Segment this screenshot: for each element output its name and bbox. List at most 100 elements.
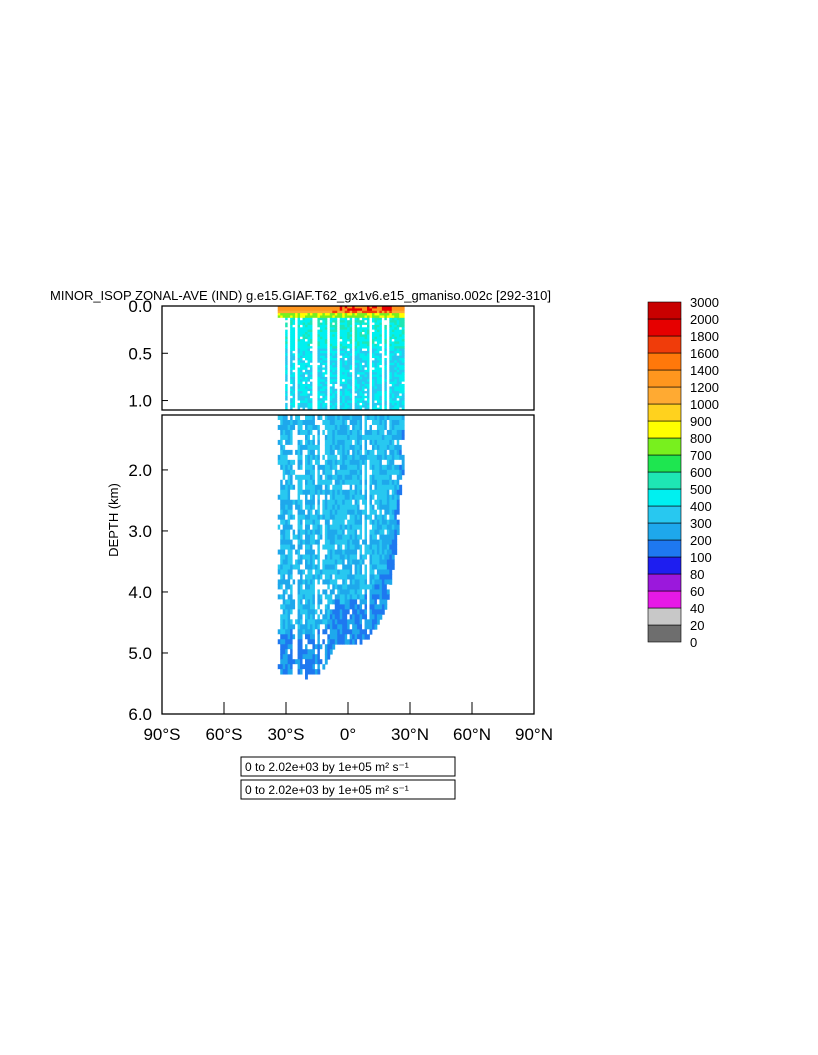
field-cell bbox=[367, 369, 370, 373]
field-cell bbox=[391, 444, 395, 451]
field-cell bbox=[300, 614, 303, 620]
field-cell bbox=[347, 310, 351, 314]
field-cell bbox=[389, 524, 393, 531]
field-cell bbox=[332, 434, 336, 441]
field-cell bbox=[391, 424, 395, 431]
field-cell bbox=[371, 454, 375, 461]
field-cell bbox=[319, 374, 323, 378]
field-cell bbox=[307, 559, 311, 565]
field-cell bbox=[300, 669, 303, 675]
field-cell bbox=[322, 454, 326, 461]
field-cell bbox=[364, 519, 368, 526]
field-cell bbox=[352, 574, 356, 580]
field-cell bbox=[354, 569, 358, 575]
field-cell bbox=[292, 489, 296, 496]
field-cell bbox=[277, 391, 281, 394]
field-cell bbox=[309, 609, 313, 615]
field-cell bbox=[324, 469, 328, 476]
field-cell bbox=[349, 400, 353, 404]
field-cell bbox=[334, 402, 338, 406]
field-cell bbox=[354, 614, 358, 620]
field-cell bbox=[277, 341, 281, 345]
field-cell bbox=[347, 376, 351, 380]
field-cell bbox=[379, 369, 383, 373]
field-cell bbox=[312, 669, 316, 675]
field-cell bbox=[344, 381, 348, 385]
field-cell bbox=[285, 386, 289, 390]
field-cell bbox=[384, 464, 388, 471]
field-cell bbox=[317, 419, 321, 426]
field-cell bbox=[312, 391, 316, 394]
field-cell bbox=[344, 376, 348, 380]
field-cell bbox=[386, 554, 390, 560]
field-cell bbox=[369, 339, 373, 342]
field-cell bbox=[282, 334, 286, 338]
field-cell bbox=[307, 402, 311, 406]
lower-y-axis: 2.03.04.05.06.0 bbox=[128, 461, 168, 724]
field-cell bbox=[292, 594, 296, 600]
field-cell bbox=[322, 360, 326, 364]
field-cell bbox=[362, 439, 365, 446]
field-cell bbox=[334, 559, 338, 565]
field-cell bbox=[376, 334, 380, 338]
field-cell bbox=[357, 614, 360, 620]
field-cell bbox=[334, 504, 338, 511]
field-cell bbox=[337, 534, 341, 540]
field-cell bbox=[389, 499, 393, 506]
field-cell bbox=[339, 534, 343, 540]
field-cell bbox=[339, 415, 343, 421]
field-cell bbox=[337, 419, 341, 426]
field-cell bbox=[369, 350, 373, 354]
field-cell bbox=[364, 509, 368, 516]
field-cell bbox=[364, 514, 368, 521]
field-cell bbox=[396, 407, 400, 410]
field-cell bbox=[317, 524, 321, 531]
field-cell bbox=[297, 489, 301, 496]
field-cell bbox=[342, 474, 346, 481]
field-cell bbox=[399, 474, 403, 481]
field-cell bbox=[376, 329, 380, 333]
field-cell bbox=[347, 332, 351, 335]
field-cell bbox=[349, 376, 353, 380]
field-cell bbox=[339, 424, 343, 431]
field-cell bbox=[342, 634, 346, 640]
field-cell bbox=[337, 353, 341, 357]
field-cell bbox=[389, 381, 393, 385]
field-cell bbox=[357, 584, 360, 590]
field-cell bbox=[297, 402, 301, 406]
field-cell bbox=[297, 504, 301, 511]
field-cell bbox=[327, 317, 331, 321]
field-cell bbox=[374, 398, 378, 401]
field-cell bbox=[292, 494, 296, 501]
field-cell bbox=[339, 469, 343, 476]
field-cell bbox=[322, 654, 326, 660]
field-cell bbox=[305, 367, 308, 371]
field-cell bbox=[339, 484, 343, 491]
field-cell bbox=[352, 329, 356, 333]
field-cell bbox=[317, 484, 321, 491]
field-cell bbox=[352, 407, 356, 410]
field-cell bbox=[337, 320, 341, 323]
field-cell bbox=[381, 415, 385, 421]
field-cell bbox=[309, 391, 313, 394]
field-cell bbox=[312, 429, 316, 436]
field-cell bbox=[329, 579, 333, 585]
field-cell bbox=[327, 549, 331, 555]
field-cell bbox=[337, 355, 341, 359]
field-cell bbox=[334, 343, 338, 347]
field-cell bbox=[389, 384, 393, 387]
field-cell bbox=[285, 504, 289, 511]
field-cell bbox=[371, 376, 375, 380]
field-cell bbox=[329, 355, 333, 359]
field-cell bbox=[347, 544, 351, 550]
field-cell bbox=[295, 559, 298, 565]
field-cell bbox=[307, 534, 311, 540]
field-cell bbox=[369, 324, 373, 328]
field-cell bbox=[347, 534, 351, 540]
field-cell bbox=[362, 449, 365, 456]
field-cell bbox=[334, 419, 338, 426]
field-cell bbox=[290, 514, 294, 521]
field-cell bbox=[280, 614, 284, 620]
field-cell bbox=[309, 415, 313, 421]
field-cell bbox=[386, 534, 390, 540]
